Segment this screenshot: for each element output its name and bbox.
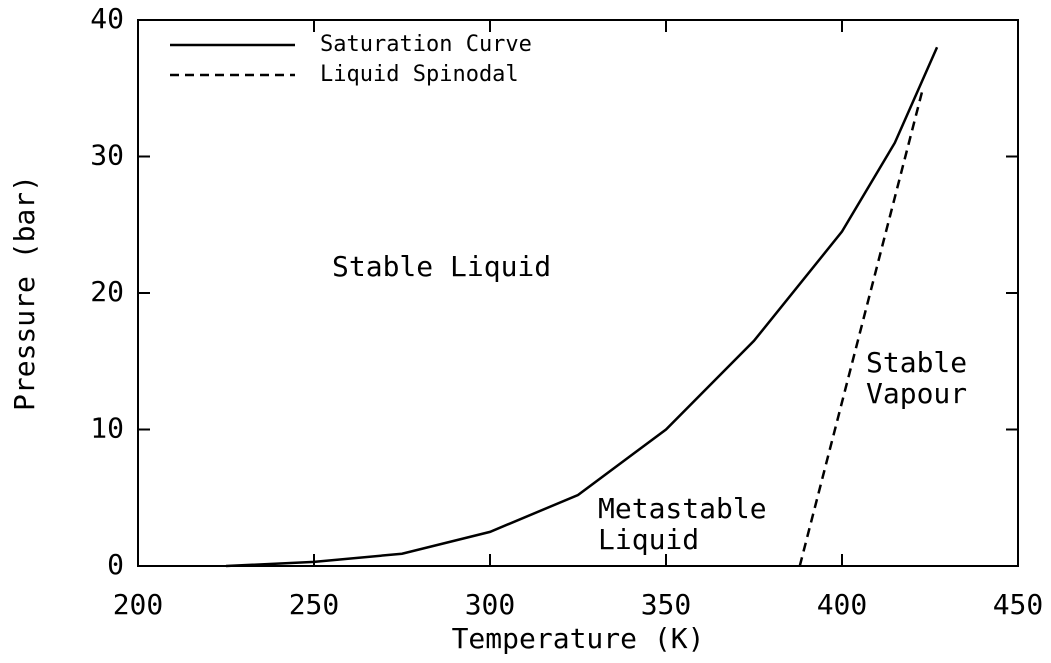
x-tick-label: 450	[993, 588, 1044, 621]
y-tick-label: 20	[90, 275, 124, 308]
x-tick-label: 300	[465, 588, 516, 621]
plot-frame	[137, 19, 1019, 567]
series-line	[225, 46, 939, 568]
y-tick-label: 10	[90, 412, 124, 445]
x-axis-label: Temperature (K)	[452, 622, 705, 655]
x-tick-label: 200	[113, 588, 164, 621]
y-tick-label: 30	[90, 139, 124, 172]
y-axis-label: Pressure (bar)	[8, 175, 41, 411]
legend-label: Liquid Spinodal	[320, 62, 519, 87]
annotation: Stable Liquid	[332, 250, 551, 283]
x-tick-label: 400	[817, 588, 868, 621]
series-line	[798, 87, 925, 567]
y-tick-label: 40	[90, 2, 124, 35]
x-tick-label: 250	[289, 588, 340, 621]
legend-label: Saturation Curve	[320, 32, 532, 57]
x-tick-label: 350	[641, 588, 692, 621]
annotation: Metastable	[598, 492, 767, 525]
annotation: Vapour	[866, 377, 967, 410]
y-tick-label: 0	[107, 548, 124, 581]
annotation: Liquid	[598, 523, 699, 556]
annotation: Stable	[866, 346, 967, 379]
